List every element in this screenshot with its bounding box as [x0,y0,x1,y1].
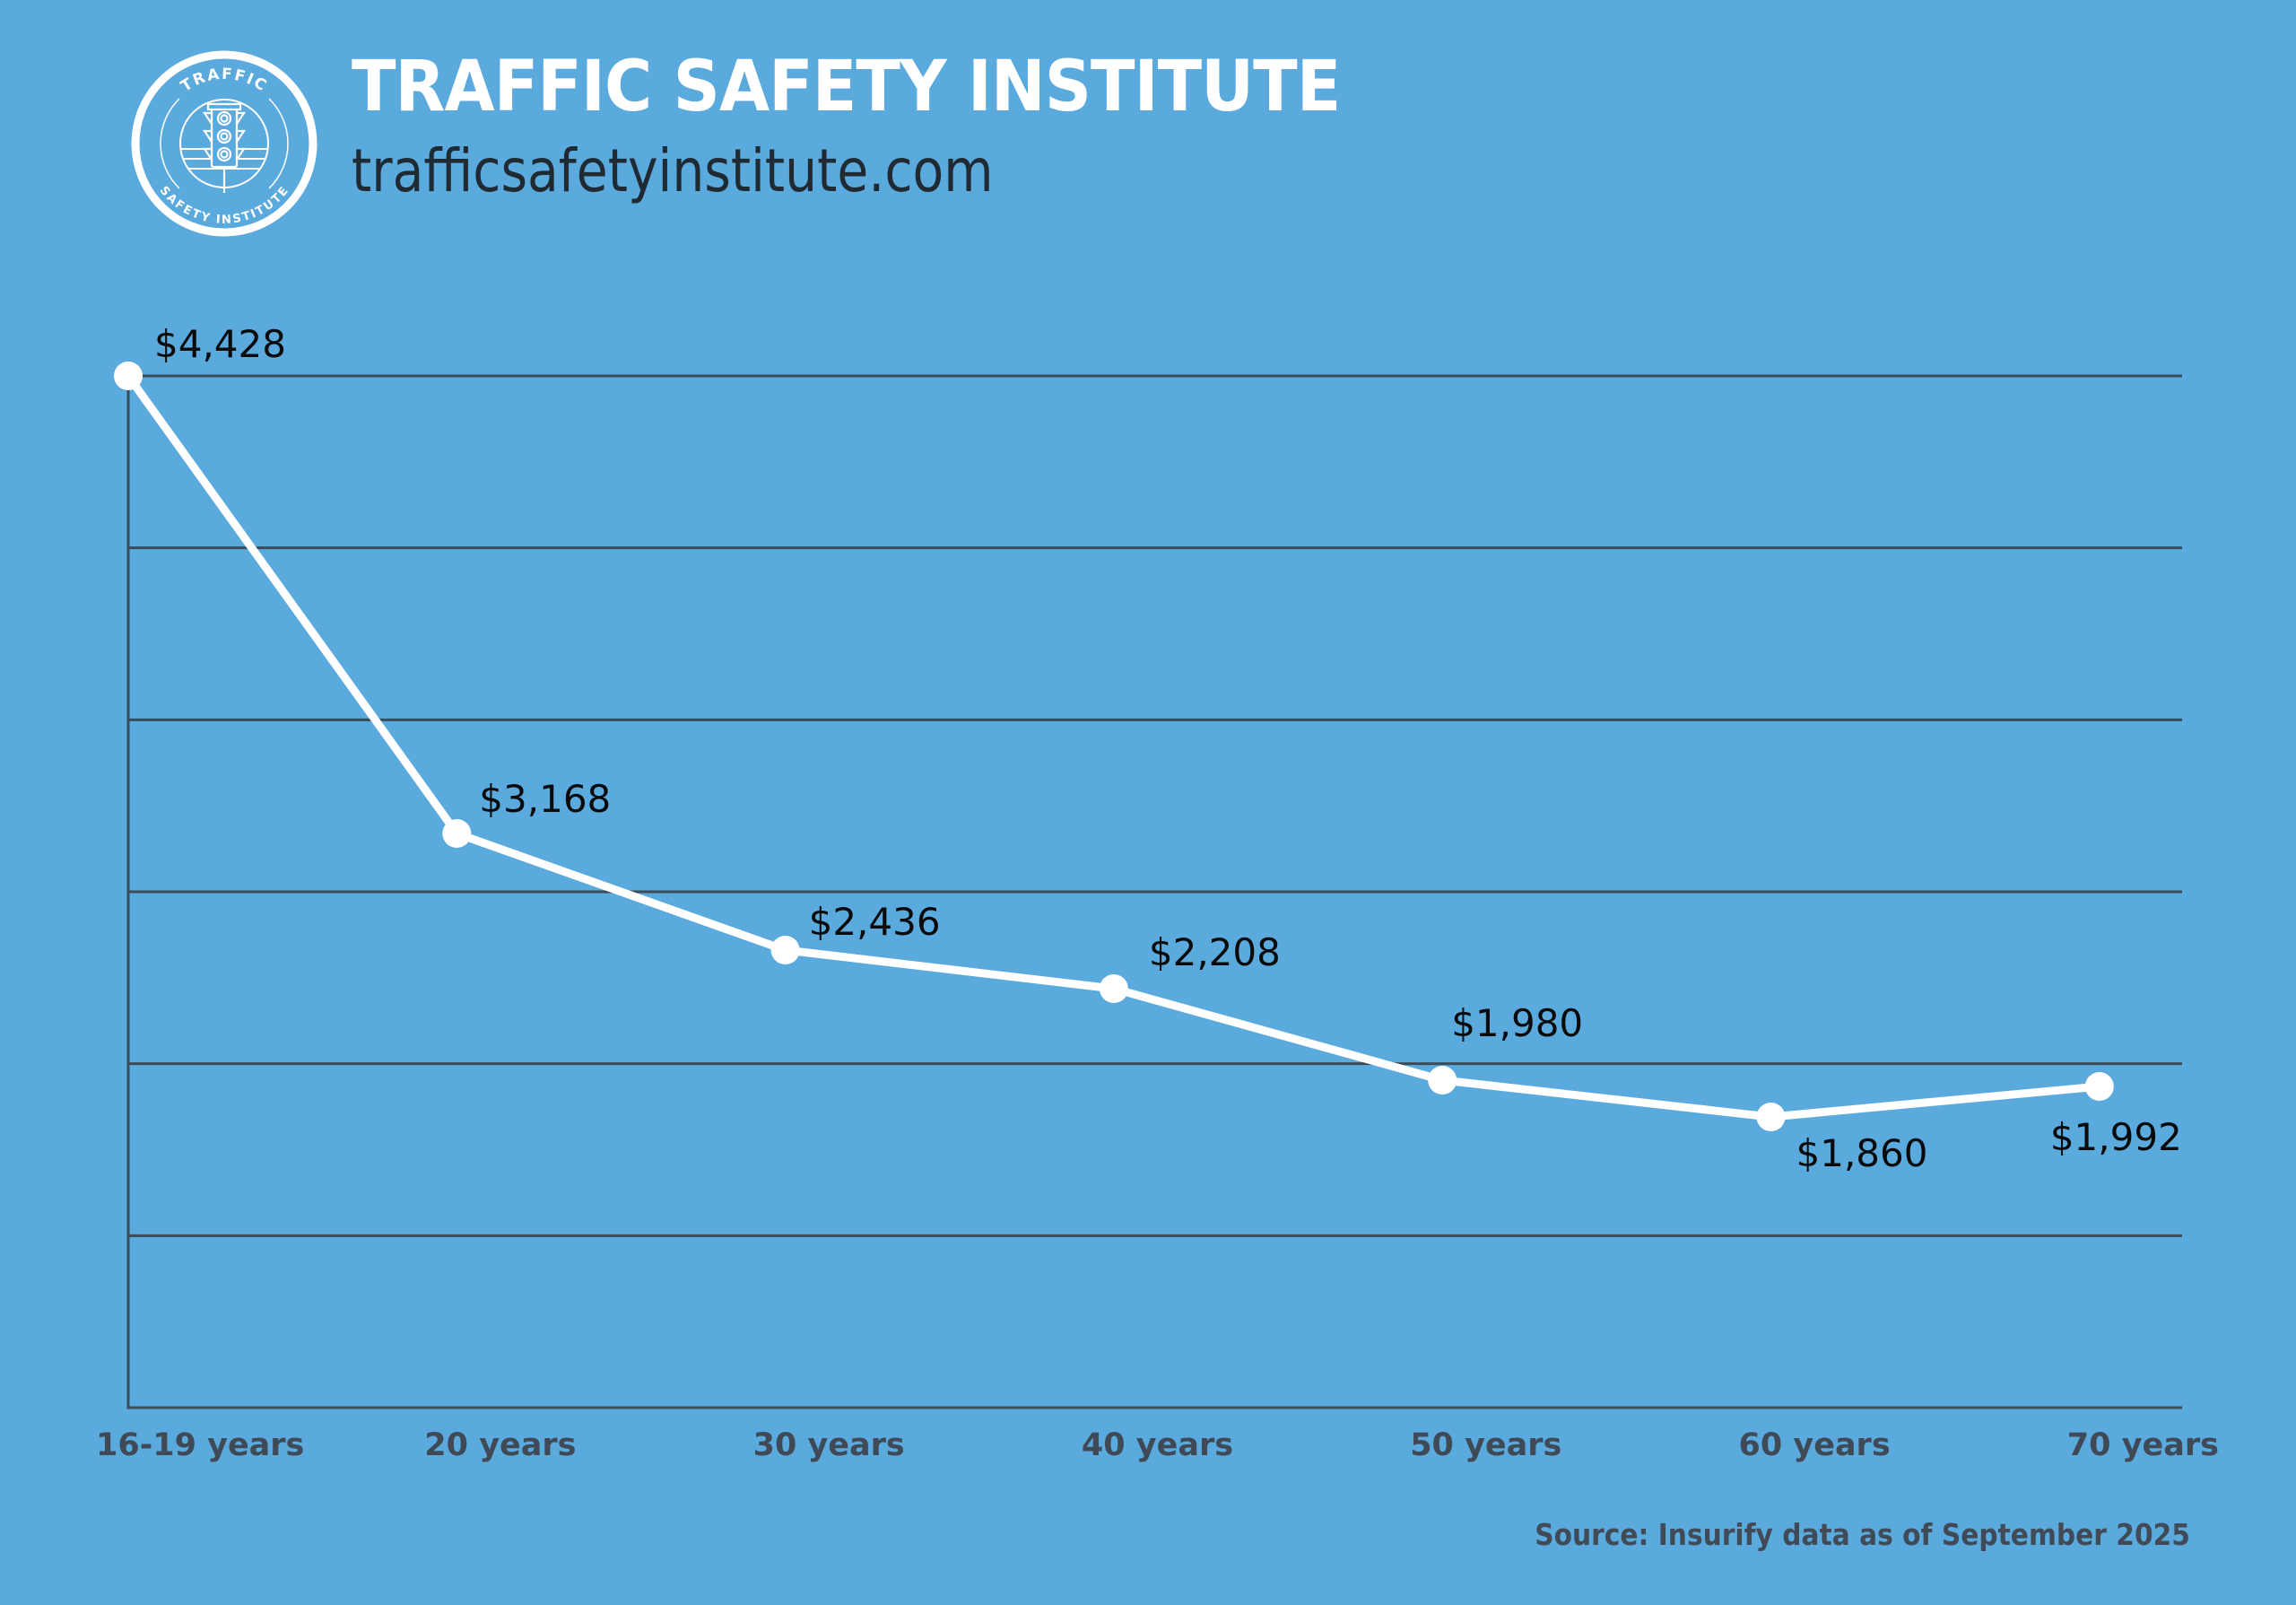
x-tick-label: 40 years [1082,1427,1233,1463]
value-label: $1,860 [1796,1131,1928,1175]
series-line [124,371,2104,1121]
gridlines [128,374,2182,1237]
x-tick-label: 20 years [424,1427,576,1463]
data-point-30-years [770,936,800,964]
website-url: trafficsafetyinstitute.com [352,136,994,205]
x-tick-label: 30 years [753,1427,905,1463]
value-label: $2,436 [809,900,941,944]
x-axis-labels: 16-19 years 20 years 30 years 40 years 50 ye… [96,1427,2219,1463]
value-label: $1,992 [2050,1115,2182,1159]
data-point-50-years [1428,1066,1457,1095]
series [114,362,2114,1131]
data-point-16-19-years [114,362,143,390]
axes [126,363,2182,1409]
page-title: TRAFFIC SAFETY INSTITUTE [352,47,1341,127]
logo-outer-ring [131,50,317,237]
value-label: $2,208 [1149,930,1281,974]
data-point-60-years [1756,1103,1786,1131]
traffic-light-icon [202,102,247,193]
data-point-70-years [2084,1072,2114,1101]
x-tick-label: 70 years [2067,1427,2219,1463]
x-tick-label: 50 years [1410,1427,1561,1463]
logo-inner-arc-right [268,98,289,189]
value-label: $3,168 [479,777,611,821]
value-labels: $4,428 $3,168 $2,436 $2,208 $1,980 $1,860 $1,9… [154,322,2182,1175]
x-tick-label: 60 years [1739,1427,1891,1463]
traffic-safety-institute-logo: TRAFFIC SAFETY INSTITUTE [131,50,317,237]
x-tick-label: 16-19 years [96,1427,304,1463]
data-point-20-years [442,819,472,848]
value-label: $4,428 [154,322,286,366]
logo-inner-arc-left [160,98,180,189]
data-point-40-years [1099,974,1128,1003]
value-label: $1,980 [1451,1001,1583,1045]
source-note: Source: Insurify data as of September 20… [1535,1517,2190,1552]
